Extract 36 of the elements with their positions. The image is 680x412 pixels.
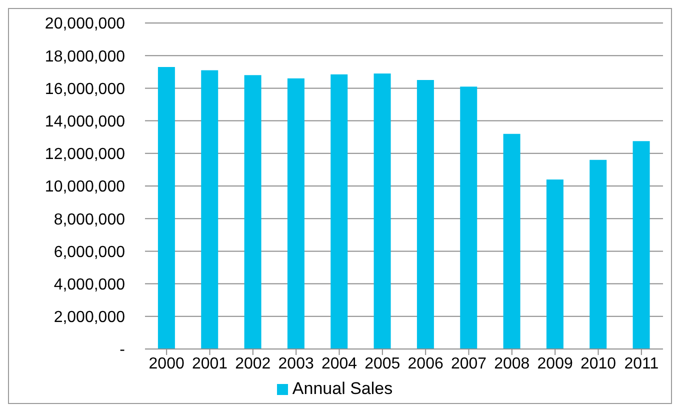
bar: [201, 70, 218, 349]
x-tick-label: 2001: [192, 355, 228, 372]
x-tick-label: 2007: [450, 355, 487, 372]
x-tick-label: 2002: [235, 355, 271, 372]
y-tick-label: 4,000,000: [54, 276, 126, 294]
y-tick-label: 16,000,000: [44, 80, 126, 98]
bar: [460, 86, 478, 349]
y-tick-label: 14,000,000: [44, 113, 126, 130]
bar: [416, 80, 434, 349]
legend-label: Annual Sales: [292, 379, 393, 398]
y-tick-label: 12,000,000: [44, 146, 126, 164]
y-tick-label: 10,000,000: [44, 178, 126, 196]
bar: [590, 160, 607, 349]
bar: [546, 179, 564, 349]
y-tick-label: -: [120, 342, 125, 359]
x-tick-label: 2004: [321, 355, 358, 372]
x-tick-label: 2000: [148, 355, 184, 372]
bar: [287, 78, 304, 349]
bar: [330, 74, 348, 349]
bar: [374, 74, 391, 349]
bar: [244, 75, 262, 349]
x-tick-label: 2005: [364, 355, 400, 372]
x-tick-label: 2003: [278, 355, 314, 372]
y-tick-label: 18,000,000: [44, 48, 126, 66]
bar: [632, 141, 650, 349]
bar: [503, 134, 520, 349]
bar: [158, 67, 175, 349]
x-tick-label: 2008: [494, 355, 530, 372]
x-tick-label: 2010: [580, 355, 616, 372]
x-tick-label: 2006: [408, 355, 444, 372]
y-tick-label: 20,000,000: [44, 16, 126, 33]
y-tick-label: 8,000,000: [54, 211, 126, 228]
y-tick-label: 6,000,000: [54, 244, 126, 261]
x-tick-label: 2009: [537, 355, 573, 372]
x-tick-label: 2011: [624, 355, 659, 372]
y-tick-label: 2,000,000: [54, 309, 126, 326]
